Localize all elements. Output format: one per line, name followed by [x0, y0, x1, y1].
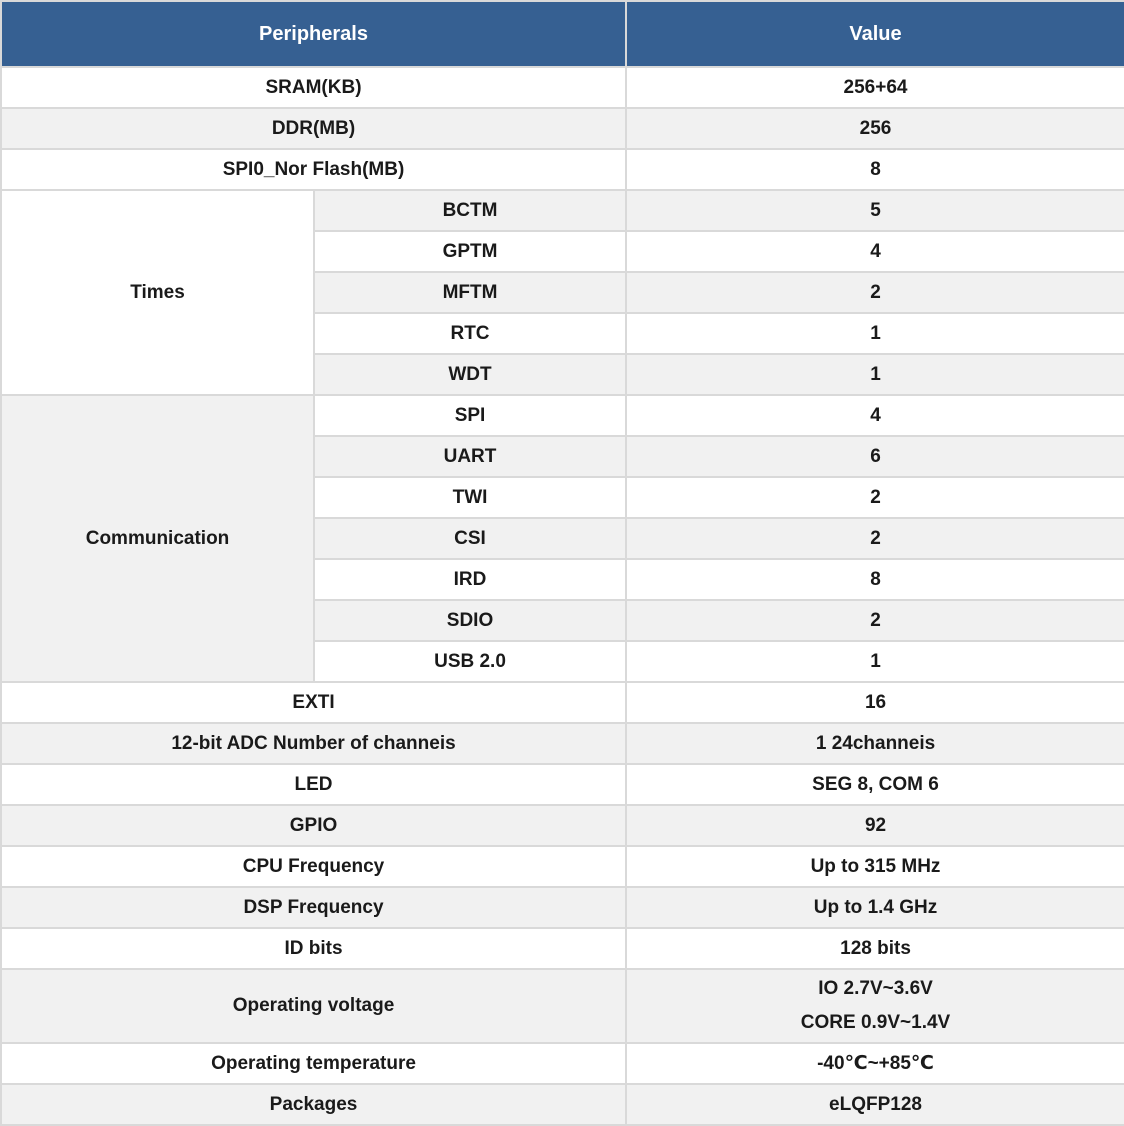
table-row-bctm: Times BCTM 5 [0, 189, 1124, 396]
group-label-communication: Communication [0, 394, 315, 683]
peripheral-label: WDT [312, 353, 628, 396]
peripheral-value: Up to 1.4 GHz [625, 886, 1124, 929]
peripheral-label: ID bits [0, 927, 628, 970]
peripheral-value: 92 [625, 804, 1124, 847]
peripheral-value: SEG 8, COM 6 [625, 763, 1124, 806]
peripheral-value: 1 [625, 640, 1124, 683]
table-row-led: LED SEG 8, COM 6 [0, 763, 1124, 806]
peripheral-label: Operating voltage [0, 968, 628, 1044]
peripheral-value: 256 [625, 107, 1124, 150]
table-row-uart: UART 6 [1, 435, 1124, 478]
peripheral-value: 128 bits [625, 927, 1124, 970]
peripheral-value: 4 [625, 394, 1124, 437]
peripheral-value: 1 [625, 312, 1124, 355]
peripheral-label: CSI [312, 517, 628, 560]
peripheral-value: 1 24channeis [625, 722, 1124, 765]
table-row-spi0-nor-flash: SPI0_Nor Flash(MB) 8 [0, 148, 1124, 191]
peripheral-label: UART [312, 435, 628, 478]
peripheral-label: 12-bit ADC Number of channeis [0, 722, 628, 765]
peripheral-label: GPTM [312, 230, 628, 273]
peripheral-value: 8 [625, 148, 1124, 191]
table-row-wdt: WDT 1 [1, 353, 1124, 396]
voltage-line-io: IO 2.7V~3.6V [818, 978, 933, 999]
peripheral-label: SDIO [312, 599, 628, 642]
table-row-rtc: RTC 1 [1, 312, 1124, 355]
header-cell-value: Value [625, 0, 1124, 68]
peripheral-label: EXTI [0, 681, 628, 724]
table-row-spi: Communication SPI 4 [0, 394, 1124, 683]
peripheral-label: SPI [312, 394, 628, 437]
table-row-dsp-frequency: DSP Frequency Up to 1.4 GHz [0, 886, 1124, 929]
peripheral-value: 2 [625, 271, 1124, 314]
peripheral-value: eLQFP128 [625, 1083, 1124, 1126]
peripheral-value: 6 [625, 435, 1124, 478]
table-row-ird: IRD 8 [1, 558, 1124, 601]
peripheral-label: SRAM(KB) [0, 66, 628, 109]
table-row-sdio: SDIO 2 [1, 599, 1124, 642]
peripheral-label: Operating temperature [0, 1042, 628, 1085]
header-cell-peripherals: Peripherals [0, 0, 628, 68]
table-row-gpio: GPIO 92 [0, 804, 1124, 847]
table-row-csi: CSI 2 [1, 517, 1124, 560]
peripheral-label: BCTM [312, 189, 628, 232]
table-row-id-bits: ID bits 128 bits [0, 927, 1124, 970]
peripheral-label: Packages [0, 1083, 628, 1126]
table-row-mftm: MFTM 2 [1, 271, 1124, 314]
peripheral-label: CPU Frequency [0, 845, 628, 888]
peripheral-label: TWI [312, 476, 628, 519]
table-row-sram: SRAM(KB) 256+64 [0, 66, 1124, 109]
peripheral-label: DDR(MB) [0, 107, 628, 150]
peripheral-label: SPI0_Nor Flash(MB) [0, 148, 628, 191]
peripheral-value: 5 [625, 189, 1124, 232]
peripheral-value: Up to 315 MHz [625, 845, 1124, 888]
table-row-operating-voltage: Operating voltage IO 2.7V~3.6V CORE 0.9V… [0, 968, 1124, 1044]
peripheral-label: RTC [312, 312, 628, 355]
peripheral-value: IO 2.7V~3.6V CORE 0.9V~1.4V [625, 968, 1124, 1044]
peripheral-value: 256+64 [625, 66, 1124, 109]
peripheral-value: 8 [625, 558, 1124, 601]
table-row-cpu-frequency: CPU Frequency Up to 315 MHz [0, 845, 1124, 888]
table-row-ddr: DDR(MB) 256 [0, 107, 1124, 150]
peripheral-value: 2 [625, 517, 1124, 560]
table-row-operating-temperature: Operating temperature -40℃~+85℃ [0, 1042, 1124, 1085]
voltage-line-core: CORE 0.9V~1.4V [800, 1012, 951, 1033]
peripheral-label: DSP Frequency [0, 886, 628, 929]
table-row-usb: USB 2.0 1 [1, 640, 1124, 683]
peripheral-value: 1 [625, 353, 1124, 396]
peripheral-label: IRD [312, 558, 628, 601]
table-row-packages: Packages eLQFP128 [0, 1083, 1124, 1126]
peripheral-value: 2 [625, 476, 1124, 519]
peripheral-label: MFTM [312, 271, 628, 314]
table-row-gptm: GPTM 4 [1, 230, 1124, 273]
peripheral-value: 16 [625, 681, 1124, 724]
group-label-times: Times [0, 189, 315, 396]
peripheral-value: -40℃~+85℃ [625, 1042, 1124, 1085]
peripheral-label: USB 2.0 [312, 640, 628, 683]
table-row-exti: EXTI 16 [0, 681, 1124, 724]
peripheral-value: 4 [625, 230, 1124, 273]
peripheral-label: GPIO [0, 804, 628, 847]
table-row-twi: TWI 2 [1, 476, 1124, 519]
peripheral-label: LED [0, 763, 628, 806]
peripheral-value: 2 [625, 599, 1124, 642]
table-row-adc-channels: 12-bit ADC Number of channeis 1 24channe… [0, 722, 1124, 765]
header-row: Peripherals Value [0, 0, 1124, 68]
